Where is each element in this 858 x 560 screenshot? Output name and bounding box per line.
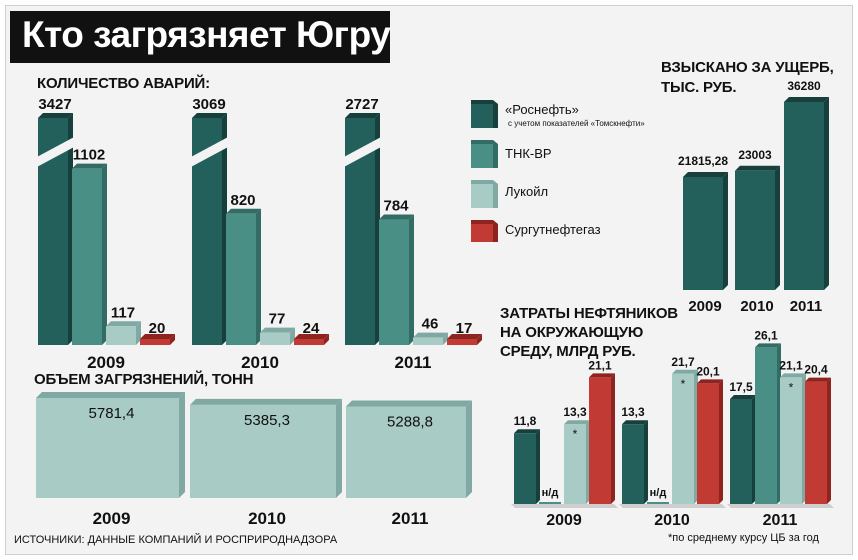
spend-label-2009-s3: 21,1: [588, 358, 612, 372]
spend-bar-2009-s0: [514, 429, 540, 504]
spend-bar-2010-s3: [697, 379, 723, 504]
footnote: *по среднему курсу ЦБ за год: [668, 532, 819, 544]
legend-swatches: [471, 100, 498, 242]
accidents-label-2009-s1: 1102: [73, 147, 106, 164]
volume-label-2009: 5781,4: [89, 405, 135, 422]
spend-bar-2009-s3: [589, 373, 615, 504]
accidents-break-2009: [35, 136, 76, 168]
spend-heading-line3: СРЕДУ, МЛРД РУБ.: [500, 343, 636, 360]
spend-label-2009-s1: н/д: [542, 487, 559, 499]
source-note: ИСТОЧНИКИ: ДАННЫЕ КОМПАНИЙ И РОСПРИРОДНА…: [14, 534, 338, 546]
legend-swatch-rosneft: [471, 100, 498, 128]
volume-bar-2009: [36, 392, 185, 498]
accidents-label-2011-s0: 2727: [345, 96, 378, 113]
spend-floor-2009: [511, 504, 618, 508]
spend-label-2010-s1: н/д: [650, 487, 667, 499]
accidents-label-2011-s1: 784: [383, 198, 409, 215]
spend-mark-2011-s2: *: [789, 380, 794, 394]
legend-swatch-lukoil: [471, 180, 498, 208]
accidents-break-2011: [342, 136, 383, 168]
accidents-label-2010-s1: 820: [230, 192, 255, 209]
spend-label-2009-s0: 11,8: [514, 414, 537, 428]
damages-label-2009: 21815,28: [678, 154, 728, 168]
accidents-bar-2009-s2: [106, 321, 141, 345]
damages-label-2011: 36280: [787, 79, 821, 93]
legend-label-lukoil: Лукойл: [505, 184, 549, 199]
spend-mark-2010-s2: *: [681, 377, 686, 391]
accidents-label-2011-s2: 46: [422, 316, 439, 333]
accidents-bar-2011-s1: [379, 214, 414, 345]
spend-bar-2010-s0: [622, 420, 648, 504]
accidents-bar-2010-s2: [260, 327, 295, 345]
spend-heading-line1: ЗАТРАТЫ НЕФТЯНИКОВ: [500, 305, 678, 322]
spend-bar-2009-s1: [539, 502, 561, 504]
spend-label-2010-s2: 21,7: [671, 355, 695, 369]
volume-heading: ОБЪЕМ ЗАГРЯЗНЕНИЙ, ТОНН: [34, 371, 254, 388]
legend-swatch-surgut: [471, 220, 498, 242]
spend-label-2011-s2: 21,1: [779, 358, 803, 372]
accidents-label-2009-s2: 117: [111, 304, 135, 321]
spend-label-2011-s0: 17,5: [729, 380, 753, 394]
spend-label-2009-s2: 13,3: [563, 405, 587, 419]
spend-bar-2010-s1: [647, 502, 669, 504]
volume-bar-2011: [346, 400, 472, 498]
accidents-bar-2009-s1: [72, 163, 107, 345]
damages-bar-2009: [683, 171, 728, 290]
accidents-bar-2011-s3: [447, 334, 482, 345]
volume-label-2010: 5385,3: [244, 412, 290, 429]
spend-label-2010-s3: 20,1: [696, 364, 720, 378]
spend-heading-line2: НА ОКРУЖАЮЩУЮ: [500, 324, 644, 341]
legend-label-tnk: ТНК-ВР: [505, 146, 552, 161]
title-bar: [10, 11, 390, 63]
legend-label-surgut: Сургутнефтегаз: [505, 222, 601, 237]
accidents-break-2010: [189, 136, 230, 168]
accidents-label-2010-s2: 77: [269, 311, 286, 328]
spend-xlabel-2011: 2011: [763, 512, 798, 529]
accidents-heading: КОЛИЧЕСТВО АВАРИЙ:: [37, 75, 210, 92]
spend-mark-2009-s2: *: [573, 427, 578, 441]
spend-xlabel-2009: 2009: [546, 512, 582, 529]
spend-floor-2010: [619, 504, 726, 508]
spend-xlabel-2010: 2010: [654, 512, 690, 529]
spend-bar-2011-s3: [805, 377, 831, 504]
spend-label-2011-s1: 26,1: [754, 328, 778, 342]
damages-bar-2010: [735, 165, 780, 290]
volume-xlabel-2011: 2011: [392, 509, 429, 528]
accidents-label-2009-s0: 3427: [38, 96, 71, 113]
damages-label-2010: 23003: [738, 148, 772, 162]
accidents-label-2010-s3: 24: [303, 320, 320, 337]
damages-bar-2011: [784, 97, 829, 290]
accidents-xlabel-2011: 2011: [395, 353, 432, 372]
damages-xlabel-2010: 2010: [740, 298, 773, 315]
accidents-xlabel-2009: 2009: [87, 353, 125, 372]
legend-label-rosneft: «Роснефть»: [505, 102, 579, 117]
spend-label-2011-s3: 20,4: [804, 363, 828, 377]
damages-xlabel-2011: 2011: [790, 298, 823, 315]
spend-bar-2011-s0: [730, 395, 756, 504]
page-title: Кто загрязняет Югру: [22, 14, 391, 55]
volume-xlabel-2010: 2010: [248, 509, 286, 528]
accidents-bar-2010-s3: [294, 334, 329, 345]
accidents-bar-2011-s2: [413, 332, 448, 345]
accidents-bar-2010-s1: [226, 208, 261, 345]
accidents-label-2009-s3: 20: [149, 320, 166, 337]
spend-floor-2011: [727, 504, 834, 508]
spend-bar-2011-s1: [755, 343, 781, 504]
damages-heading-line1: ВЗЫСКАНО ЗА УЩЕРБ,: [661, 59, 834, 76]
volume-bar-2010: [190, 398, 342, 498]
accidents-xlabel-2010: 2010: [241, 353, 279, 372]
legend-sub-rosneft: с учетом показателей «Томскнефти»: [508, 119, 645, 128]
legend-swatch-tnk: [471, 140, 498, 168]
volume-xlabel-2009: 2009: [93, 509, 131, 528]
damages-xlabel-2009: 2009: [688, 298, 721, 315]
spend-label-2010-s0: 13,3: [621, 405, 645, 419]
accidents-label-2010-s0: 3069: [192, 96, 225, 113]
accidents-bar-2009-s3: [140, 334, 175, 345]
damages-heading-line2: ТЫС. РУБ.: [661, 79, 737, 96]
volume-label-2011: 5288,8: [387, 414, 433, 431]
accidents-label-2011-s3: 17: [456, 320, 473, 337]
